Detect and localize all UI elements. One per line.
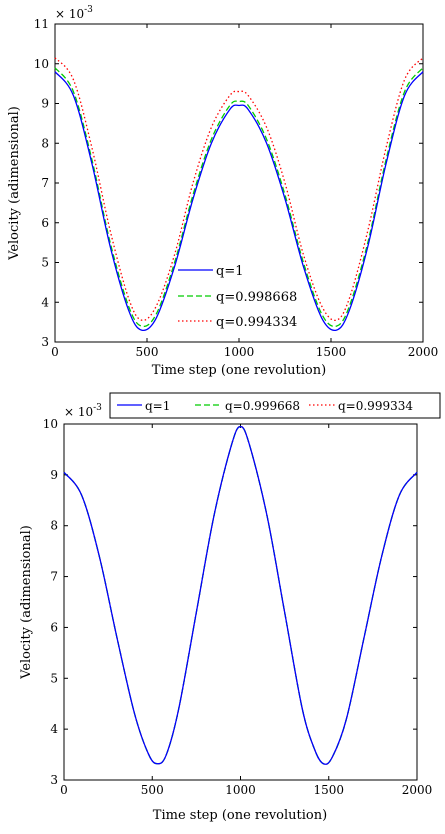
- series-line-top-2: [54, 57, 424, 322]
- x-tick-label-bottom-1: 500: [141, 783, 164, 797]
- series-line-top-0: [54, 71, 424, 332]
- x-tick-labels-bottom: 0 500 1000 1500 2000: [60, 783, 432, 797]
- y-tick-label-bottom-6: 9: [50, 468, 58, 482]
- x-tick-label-top-3: 1500: [316, 345, 347, 359]
- x-tick-label-top-4: 2000: [408, 345, 439, 359]
- y-exponent-bottom: × 10-3: [64, 403, 102, 419]
- x-axis-label-top: Time step (one revolution): [152, 363, 326, 378]
- y-tick-label-bottom-2: 5: [50, 671, 58, 685]
- y-tick-label-top-6: 9: [41, 97, 49, 111]
- series-line-top-1: [54, 67, 424, 328]
- y-tick-label-bottom-3: 6: [50, 620, 58, 634]
- y-tick-label-bottom-7: 10: [43, 417, 58, 431]
- plot-area-bottom: [63, 423, 418, 781]
- legend-box-bottom: [109, 392, 441, 419]
- x-tick-label-bottom-4: 2000: [402, 783, 433, 797]
- y-tick-label-top-0: 3: [41, 335, 49, 349]
- y-tick-label-bottom-1: 4: [50, 722, 58, 736]
- y-tick-label-bottom-4: 7: [50, 570, 58, 584]
- legend-label-q1-bottom: q=1: [145, 399, 170, 413]
- x-tick-label-top-1: 500: [136, 345, 159, 359]
- y-tick-label-top-7: 10: [34, 57, 49, 71]
- y-tick-labels-bottom: 3 4 5 6 7 8 9 10: [43, 417, 59, 787]
- y-axis-label-bottom: Velocity (adimensional): [19, 525, 34, 680]
- legend-label-q2-bottom: q=0.999668: [225, 399, 300, 413]
- y-axis-label-top: Velocity (adimensional): [7, 106, 22, 261]
- y-tick-label-top-3: 6: [41, 216, 49, 230]
- y-tick-label-bottom-5: 8: [50, 519, 58, 533]
- series-line-bottom-0: [63, 425, 418, 765]
- x-tick-labels-top: 0 500 1000 1500 2000: [51, 345, 438, 359]
- series-layer-top: [54, 57, 424, 332]
- chart-bottom: 0 500 1000 1500 2000 3 4 5 6 7 8 9 10 Time step (on…: [19, 392, 441, 823]
- y-tick-label-top-8: 11: [34, 17, 49, 31]
- legend-label-q3-bottom: q=0.999334: [338, 399, 413, 413]
- tick-marks-top: [54, 23, 424, 343]
- legend-bottom: q=1 q=0.999668 q=0.999334: [109, 392, 441, 419]
- x-tick-label-top-2: 1000: [224, 345, 255, 359]
- y-tick-label-top-1: 4: [41, 295, 49, 309]
- legend-top: q=1 q=0.998668 q=0.994334: [178, 264, 297, 330]
- legend-label-q3-top: q=0.994334: [216, 315, 297, 330]
- y-tick-label-top-2: 5: [41, 256, 49, 270]
- legend-label-q1-top: q=1: [216, 264, 244, 279]
- x-tick-label-bottom-3: 1500: [313, 783, 344, 797]
- y-tick-label-bottom-0: 3: [50, 773, 58, 787]
- plot-area-top: [54, 23, 424, 343]
- y-tick-label-top-4: 7: [41, 176, 49, 190]
- x-tick-label-bottom-0: 0: [60, 783, 68, 797]
- y-tick-labels-top: 3 4 5 6 7 8 9 10 11: [34, 17, 50, 349]
- y-exponent-top: × 10-3: [55, 5, 93, 21]
- legend-label-q2-top: q=0.998668: [216, 290, 297, 305]
- series-layer-bottom: [63, 425, 418, 765]
- y-tick-label-top-5: 8: [41, 136, 49, 150]
- x-tick-label-top-0: 0: [51, 345, 59, 359]
- x-axis-label-bottom: Time step (one revolution): [153, 808, 327, 823]
- chart-top: 0 500 1000 1500 2000 3 4 5 6 7 8 9 10 11 Time step (…: [7, 5, 438, 378]
- x-tick-label-bottom-2: 1000: [225, 783, 256, 797]
